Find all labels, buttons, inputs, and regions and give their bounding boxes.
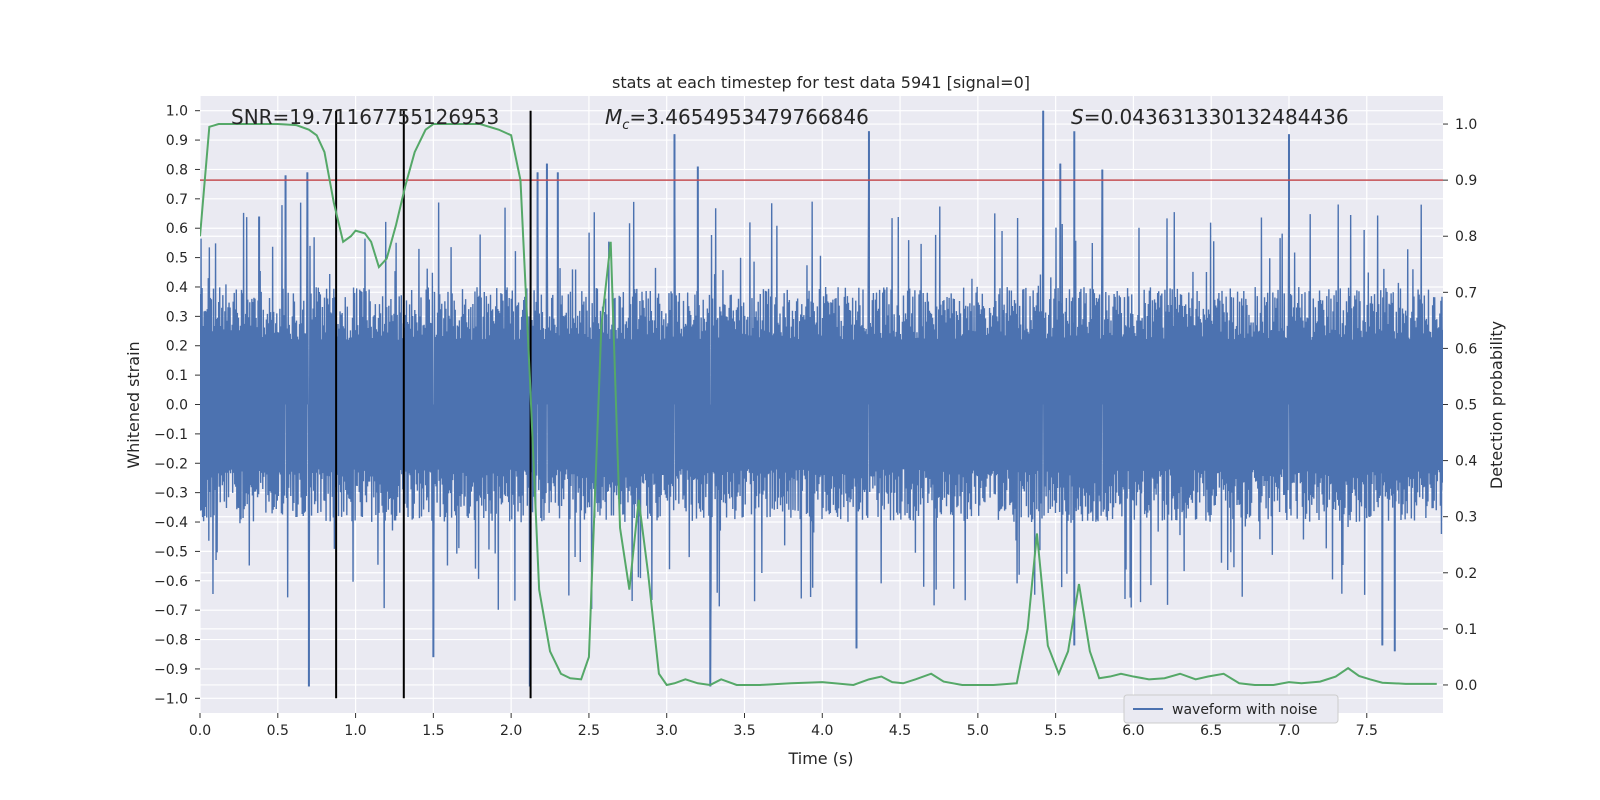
y-left-tick-label: −0.3 — [154, 486, 188, 502]
y-right-tick-label: 0.3 — [1455, 510, 1477, 526]
y-left-tick-label: −0.9 — [154, 662, 188, 678]
y-right-tick-label: 0.2 — [1455, 566, 1477, 582]
y-right-tick-label: 0.6 — [1455, 341, 1477, 357]
y-left-tick-label: 0.3 — [166, 309, 188, 325]
y-right-tick-label: 0.9 — [1455, 173, 1477, 189]
legend-box — [1123, 694, 1339, 724]
mc-subscript: c — [622, 118, 629, 133]
x-tick-label: 0.5 — [267, 723, 289, 739]
s-annotation: S=0.043631330132484436 — [1071, 105, 1349, 129]
y-right-tick-label: 0.7 — [1455, 285, 1477, 301]
y-left-tick-label: −0.5 — [154, 544, 188, 560]
x-tick-label: 1.5 — [422, 723, 444, 739]
y-left-tick-label: −0.4 — [154, 515, 188, 531]
y-left-tick-label: 0.9 — [166, 133, 188, 149]
legend: waveform with noise — [1123, 694, 1339, 724]
x-tick-label: 4.0 — [811, 723, 833, 739]
snr-annotation: SNR=19.71167755126953 — [231, 105, 499, 129]
y-left-tick-label: 0.5 — [166, 251, 188, 267]
x-tick-label: 0.0 — [189, 723, 211, 739]
x-tick-label: 6.5 — [1200, 723, 1222, 739]
y-right-tick-label: 1.0 — [1455, 117, 1477, 133]
x-tick-label: 2.5 — [578, 723, 600, 739]
s-value: =0.043631330132484436 — [1084, 105, 1349, 129]
right-y-axis-ticks: 0.0 0.1 0.2 0.3 0.4 0.5 0.6 0.7 0.8 0.9 1.0 — [1443, 117, 1477, 694]
left-y-axis-label: Whitened strain — [124, 341, 143, 468]
y-left-tick-label: 0.8 — [166, 162, 188, 178]
x-axis-ticks: 0.0 0.5 1.0 1.5 2.0 2.5 3.0 3.5 4.0 4.5 5.0 5.5 6.0 6… — [189, 713, 1378, 739]
y-right-tick-label: 0.5 — [1455, 398, 1477, 414]
y-right-tick-label: 0.1 — [1455, 622, 1477, 638]
y-left-tick-label: −0.6 — [154, 574, 188, 590]
x-tick-label: 6.0 — [1122, 723, 1144, 739]
right-y-axis-label: Detection probability — [1487, 321, 1506, 489]
y-left-tick-label: 1.0 — [166, 104, 188, 120]
y-left-tick-label: −0.7 — [154, 603, 188, 619]
x-tick-label: 5.0 — [967, 723, 989, 739]
y-right-tick-label: 0.4 — [1455, 454, 1477, 470]
s-symbol: S — [1071, 105, 1084, 129]
x-tick-label: 1.0 — [344, 723, 366, 739]
x-tick-label: 3.0 — [656, 723, 678, 739]
y-right-tick-label: 0.8 — [1455, 229, 1477, 245]
left-y-axis-ticks: −1.0 −0.9 −0.8 −0.7 −0.6 −0.5 −0.4 −0.3 −0.2 −0.1… — [154, 104, 200, 707]
y-left-tick-label: 0.1 — [166, 368, 188, 384]
y-left-tick-label: 0.0 — [166, 398, 188, 414]
x-tick-label: 5.5 — [1044, 723, 1066, 739]
x-tick-label: 2.0 — [500, 723, 522, 739]
y-left-tick-label: 0.2 — [166, 339, 188, 355]
probability-line — [200, 123, 1437, 687]
x-tick-label: 4.5 — [889, 723, 911, 739]
x-tick-label: 7.0 — [1278, 723, 1300, 739]
mc-annotation: Mc=3.4654953479766846 — [605, 105, 869, 133]
x-tick-label: 7.5 — [1356, 723, 1378, 739]
chart-title: stats at each timestep for test data 594… — [612, 73, 1030, 92]
x-axis-label: Time (s) — [787, 749, 853, 768]
probability-series-layer — [200, 123, 1437, 687]
y-left-tick-label: −0.2 — [154, 456, 188, 472]
plot-content — [200, 110, 1443, 699]
y-left-tick-label: −1.0 — [154, 691, 188, 707]
waveform-line — [200, 110, 1443, 687]
y-left-tick-label: 0.7 — [166, 192, 188, 208]
y-right-tick-label: 0.0 — [1455, 678, 1477, 694]
y-left-tick-label: −0.8 — [154, 633, 188, 649]
y-left-tick-label: −0.1 — [154, 427, 188, 443]
x-tick-label: 3.5 — [733, 723, 755, 739]
legend-label-waveform: waveform with noise — [1172, 702, 1317, 718]
mc-value: =3.4654953479766846 — [629, 105, 868, 129]
y-left-tick-label: 0.6 — [166, 221, 188, 237]
y-left-tick-label: 0.4 — [166, 280, 188, 296]
mc-symbol: M — [605, 105, 622, 129]
